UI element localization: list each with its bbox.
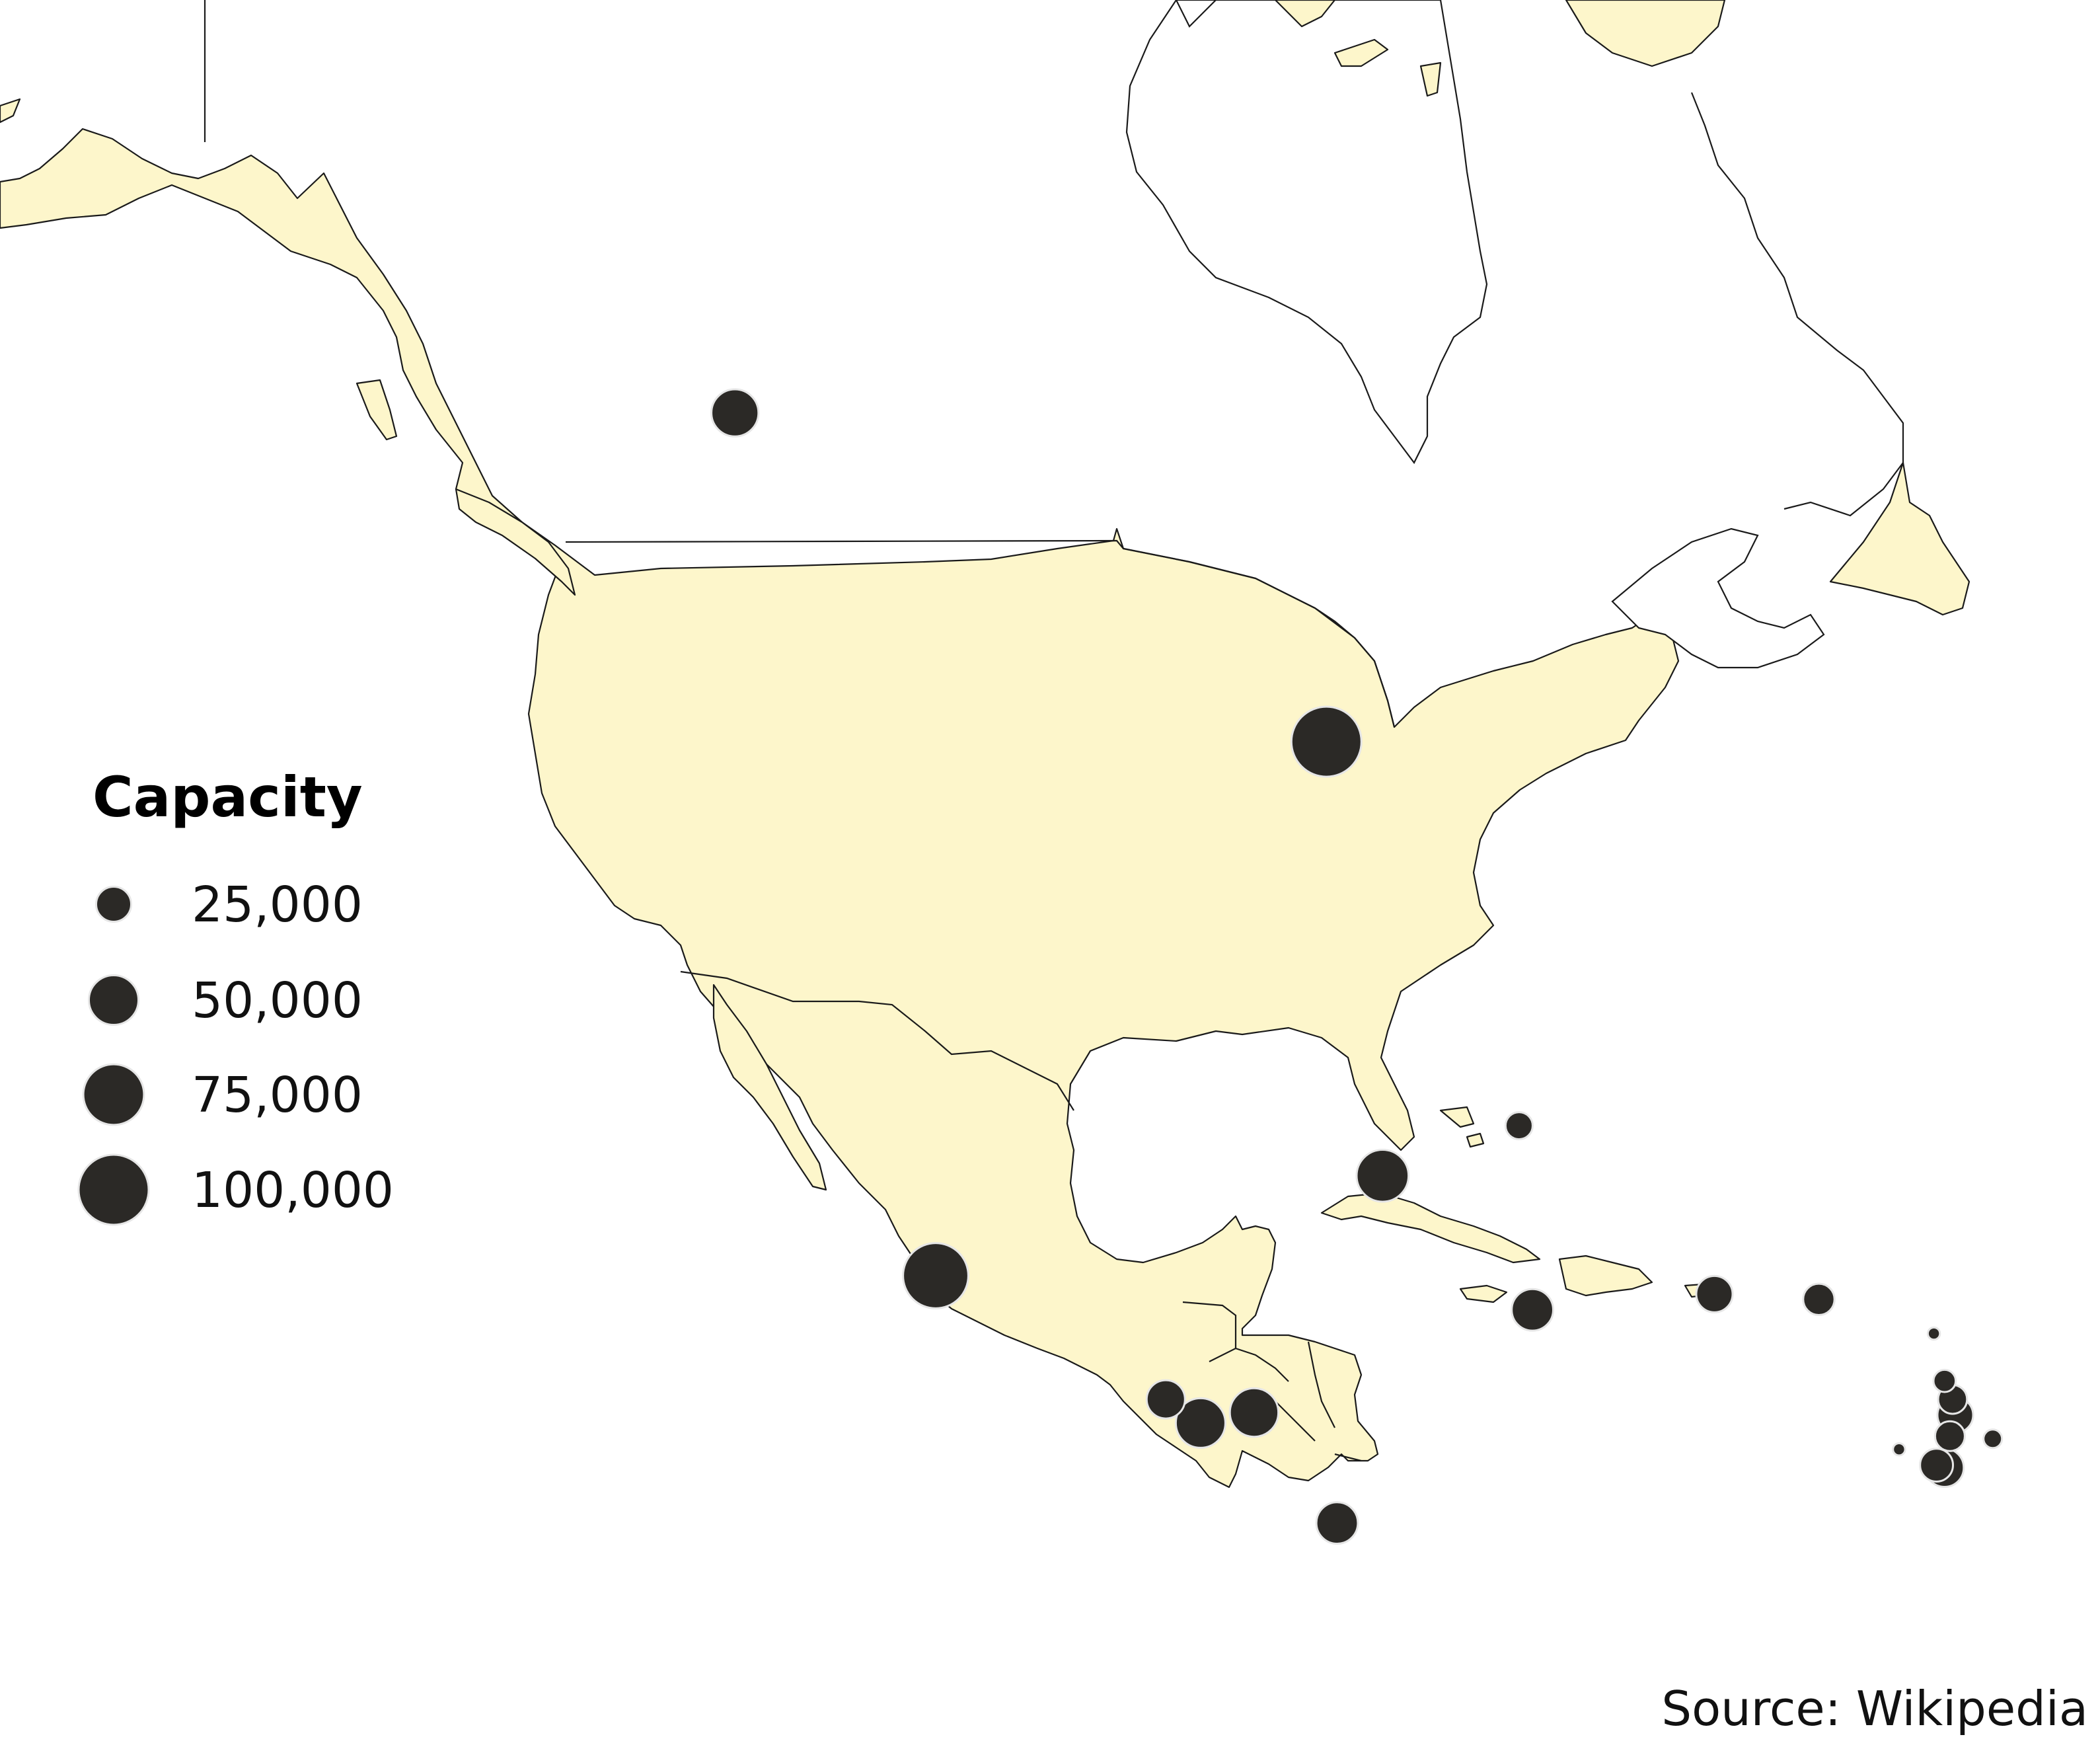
arctic-island-1 xyxy=(1333,38,1389,67)
arctic-island-3 xyxy=(1274,0,1336,28)
capacity-bubble xyxy=(1926,1326,1941,1341)
alaska-tip xyxy=(0,98,21,124)
capacity-bubble xyxy=(1932,1368,1957,1393)
newfoundland xyxy=(1829,461,1970,616)
canada-us-border xyxy=(565,539,1396,728)
legend-label: 50,000 xyxy=(192,972,363,1029)
legend-swatch xyxy=(95,886,132,923)
jamaica xyxy=(1459,1284,1508,1303)
legend-label: 25,000 xyxy=(192,876,363,933)
mexico-guatemala-border xyxy=(1182,1301,1237,1362)
country-borders xyxy=(204,0,1396,1462)
capacity-bubble xyxy=(710,388,760,438)
capacity-bubble xyxy=(1511,1288,1555,1332)
labrador-water xyxy=(1692,0,2100,595)
capacity-bubble xyxy=(1290,705,1363,778)
legend-label: 100,000 xyxy=(192,1162,394,1219)
capacity-bubble xyxy=(1228,1387,1280,1438)
legend-title: Capacity xyxy=(93,765,363,830)
capacity-bubble xyxy=(1919,1448,1955,1483)
haida-gwaii xyxy=(356,379,398,441)
central-america-borders xyxy=(1235,1341,1362,1462)
capacity-bubble xyxy=(1982,1428,2004,1450)
labrador-coast xyxy=(1690,92,1904,517)
north-america-mainland xyxy=(0,128,1680,1489)
capacity-bubble xyxy=(1145,1379,1186,1420)
legend-items: 25,000 50,000 75,000 100,000 xyxy=(77,876,394,1226)
legend-label: 75,000 xyxy=(192,1067,363,1124)
vancouver-island xyxy=(455,488,576,596)
cuba xyxy=(1320,1192,1541,1264)
baja-california xyxy=(712,984,827,1191)
source-credit: Source: Wikipedia xyxy=(1661,1681,2088,1736)
legend: Capacity 25,000 50,000 75,000 100,000 xyxy=(77,765,394,1226)
legend-swatch xyxy=(88,974,139,1026)
hudson-bay xyxy=(1125,0,1488,465)
bahamas xyxy=(1439,1106,1485,1148)
us-mexico-border xyxy=(680,970,1074,1111)
legend-swatch xyxy=(77,1153,150,1226)
arctic-island-4 xyxy=(1565,0,1726,67)
capacity-bubble xyxy=(1174,1397,1226,1449)
capacity-bubble xyxy=(1315,1501,1359,1545)
legend-swatch xyxy=(82,1063,145,1126)
capacity-bubble xyxy=(1933,1420,1966,1452)
capacity-bubble xyxy=(1695,1274,1734,1313)
landmasses xyxy=(0,0,2100,1489)
capacity-bubble xyxy=(1892,1442,1906,1457)
capacity-bubble xyxy=(1504,1111,1534,1141)
capacity-bubble xyxy=(1802,1282,1836,1317)
capacity-bubble xyxy=(1355,1149,1410,1203)
capacity-bubbles xyxy=(710,388,2004,1545)
arctic-water xyxy=(1175,0,1217,28)
arctic-island-2 xyxy=(1419,61,1442,97)
gulf-st-lawrence xyxy=(1611,527,1825,669)
capacity-bubble xyxy=(902,1242,969,1309)
hispaniola xyxy=(1558,1255,1653,1297)
